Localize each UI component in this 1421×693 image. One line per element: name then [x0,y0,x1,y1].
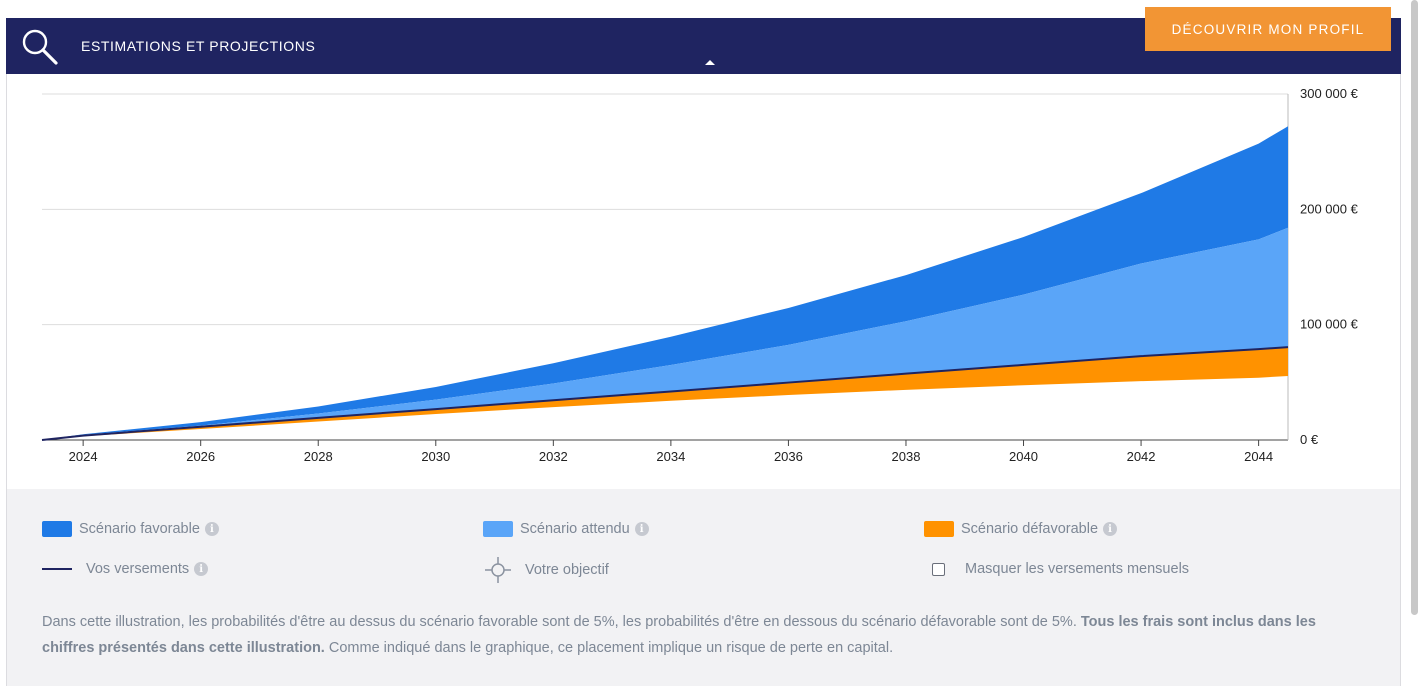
note-text-1: Dans cette illustration, les probabilité… [42,614,1081,630]
hide-monthly-label[interactable]: Masquer les versements mensuels [965,561,1190,577]
hide-monthly-checkbox[interactable] [932,562,945,576]
discover-profile-button[interactable]: DÉCOUVRIR MON PROFIL [1145,7,1391,51]
legend-favorable-label: Scénario favorable [79,521,200,537]
projection-chart: 0 € 100 000 € 200 000 € 300 000 € 2024 2026 20… [41,86,1359,464]
legend-favorable: Scénario favorable i [42,521,219,537]
info-icon[interactable]: i [194,562,209,576]
x-tick-label: 2042 [1127,449,1156,464]
section-title: ESTIMATIONS ET PROJECTIONS [81,38,316,54]
x-tick-label: 2026 [186,449,215,464]
legend-target-label: Votre objectif [525,562,609,578]
y-tick-label: 300 000 € [1300,86,1359,101]
scrollbar[interactable] [1411,0,1418,615]
y-tick-label: 200 000 € [1300,201,1359,216]
favorable-swatch [42,521,72,537]
info-icon[interactable]: i [634,522,649,536]
legend-unfavorable-label: Scénario défavorable [961,521,1099,537]
x-tick-label: 2024 [69,449,98,464]
x-tick-label: 2030 [421,449,450,464]
hide-monthly-toggle[interactable]: Masquer les versements mensuels [932,561,1189,577]
disclaimer-note: Dans cette illustration, les probabilité… [42,609,1372,661]
crosshair-icon [484,556,512,584]
x-tick-label: 2040 [1009,449,1038,464]
collapse-caret-icon[interactable] [705,60,715,65]
legend-target: Votre objectif [484,556,609,584]
x-tick-label: 2032 [539,449,568,464]
info-icon[interactable]: i [204,522,219,536]
unfavorable-area [42,347,1288,440]
legend-unfavorable: Scénario défavorable i [924,521,1118,537]
y-tick-label: 100 000 € [1300,317,1359,332]
x-tick-label: 2044 [1244,449,1273,464]
legend-payments: Vos versements i [42,561,209,577]
legend-payments-label: Vos versements [86,561,190,577]
note-text-2: Comme indiqué dans le graphique, ce plac… [324,640,894,656]
payments-line [41,346,1289,441]
x-tick-label: 2038 [892,449,921,464]
note-bold: Tous les frais sont inclus dans les chif… [42,614,1316,656]
x-tick-label: 2036 [774,449,803,464]
unfavorable-swatch [924,521,954,537]
search-icon [20,27,60,67]
info-icon[interactable]: i [1103,522,1118,536]
legend-expected: Scénario attendu i [483,521,649,537]
x-tick-label: 2034 [656,449,685,464]
x-tick-label: 2028 [304,449,333,464]
expected-swatch [483,521,513,537]
legend-expected-label: Scénario attendu [520,521,630,537]
favorable-area [42,126,1288,440]
y-tick-label: 0 € [1300,432,1319,447]
expected-area [42,227,1288,440]
payments-line-swatch [42,568,72,570]
legend-area [7,489,1400,686]
